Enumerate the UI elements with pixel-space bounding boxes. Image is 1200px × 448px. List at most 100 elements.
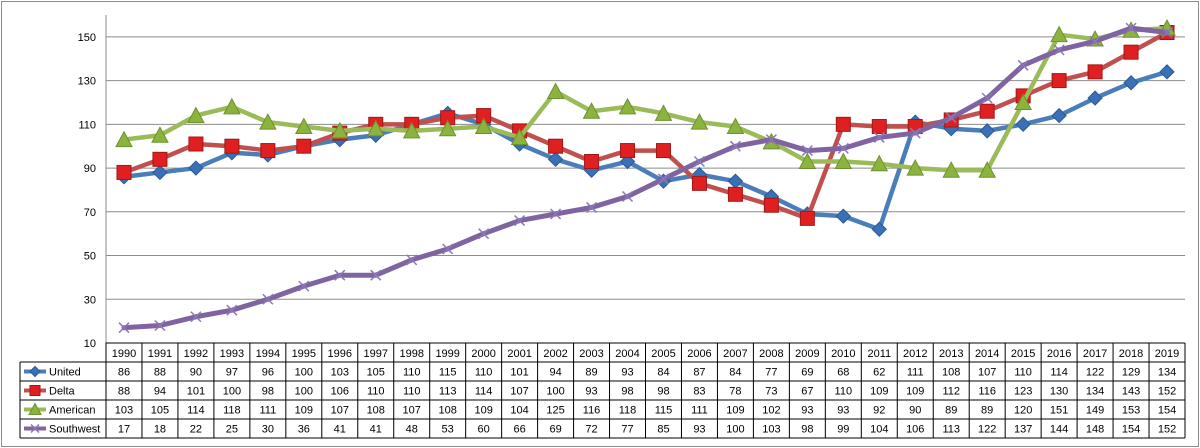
data-label-american: 154 <box>1158 405 1176 417</box>
data-label-southwest: 98 <box>801 424 813 436</box>
data-point-delta <box>763 197 779 213</box>
data-label-american: 149 <box>1086 405 1104 417</box>
data-point-southwest <box>1125 22 1137 34</box>
y-tick-label: 130 <box>78 76 96 88</box>
data-label-delta: 107 <box>510 386 528 398</box>
data-point-united <box>979 123 995 139</box>
data-label-southwest: 41 <box>370 424 382 436</box>
data-label-united: 84 <box>657 367 669 379</box>
data-label-american: 92 <box>873 405 885 417</box>
x-tick-label: 1995 <box>292 348 316 360</box>
data-label-southwest: 100 <box>726 424 744 436</box>
data-label-southwest: 85 <box>657 424 669 436</box>
data-label-southwest: 53 <box>442 424 454 436</box>
data-point-southwest <box>262 293 274 305</box>
data-point-southwest <box>693 155 705 168</box>
x-tick-label: 2012 <box>903 348 927 360</box>
data-label-southwest: 60 <box>478 424 490 436</box>
data-point-american <box>726 117 745 135</box>
data-point-delta <box>691 175 707 191</box>
data-label-american: 103 <box>115 405 133 417</box>
legend-label-united: United <box>49 367 81 379</box>
data-point-southwest <box>873 131 885 143</box>
x-tick-label: 1990 <box>112 348 136 360</box>
data-label-united: 111 <box>907 367 924 379</box>
data-point-southwest <box>442 243 454 255</box>
data-label-delta: 101 <box>187 386 205 398</box>
data-label-southwest: 72 <box>585 424 597 436</box>
y-axis: 10 30 50 70 90 110 130 150 <box>78 15 107 350</box>
data-point-american <box>151 126 169 143</box>
data-label-american: 107 <box>403 405 421 417</box>
data-point-southwest <box>729 140 741 152</box>
data-point-southwest <box>190 311 202 323</box>
data-label-united: 86 <box>118 367 130 379</box>
data-point-american <box>834 152 853 170</box>
data-label-southwest: 154 <box>1122 424 1140 436</box>
x-tick-label: 2013 <box>939 348 963 360</box>
data-label-southwest: 93 <box>693 424 705 436</box>
x-tick-label: 2010 <box>831 348 855 360</box>
data-label-southwest: 104 <box>870 424 888 436</box>
data-label-american: 120 <box>1014 405 1032 417</box>
data-label-southwest: 22 <box>190 424 202 436</box>
x-tick-label: 2015 <box>1011 348 1035 360</box>
data-point-southwest <box>514 215 526 227</box>
y-tick-label: 50 <box>84 251 96 263</box>
y-tick-label: 150 <box>78 32 96 44</box>
data-label-delta: 98 <box>262 386 274 398</box>
data-point-southwest <box>586 201 598 213</box>
data-label-united: 110 <box>475 367 493 379</box>
data-label-united: 87 <box>693 367 705 379</box>
data-label-united: 110 <box>1014 367 1032 379</box>
data-point-united <box>1015 116 1031 133</box>
x-tick-label: 2002 <box>543 348 567 360</box>
data-point-delta <box>152 151 168 167</box>
data-point-southwest <box>657 173 670 185</box>
data-label-delta: 114 <box>475 386 493 398</box>
data-label-southwest: 144 <box>1050 424 1068 436</box>
data-label-american: 93 <box>801 405 813 417</box>
data-label-american: 93 <box>837 405 849 417</box>
data-label-united: 115 <box>439 367 457 379</box>
data-label-united: 110 <box>403 367 421 379</box>
data-point-american <box>978 161 997 178</box>
legend-key-delta <box>24 385 46 396</box>
data-point-southwest <box>118 322 130 334</box>
data-label-delta: 152 <box>1158 386 1176 398</box>
data-label-southwest: 113 <box>942 424 960 436</box>
series-southwest <box>118 22 1173 334</box>
data-label-southwest: 17 <box>118 424 130 436</box>
data-point-american <box>366 119 385 137</box>
data-label-southwest: 36 <box>298 424 310 436</box>
data-point-american <box>402 121 421 139</box>
data-label-united: 100 <box>295 367 313 379</box>
data-point-southwest <box>765 134 777 146</box>
data-point-delta <box>548 138 564 154</box>
series-line-american <box>121 25 1170 173</box>
x-tick-label: 2014 <box>975 348 999 360</box>
data-point-southwest <box>1053 44 1065 56</box>
x-tick-label: 1994 <box>256 348 280 360</box>
x-tick-label: 2001 <box>507 348 531 360</box>
data-point-american <box>798 152 817 170</box>
data-point-delta <box>727 186 743 202</box>
data-label-southwest: 137 <box>1014 424 1032 436</box>
data-label-delta: 98 <box>657 386 669 398</box>
data-label-southwest: 66 <box>513 424 525 436</box>
data-point-delta <box>799 210 815 226</box>
data-point-delta <box>620 143 636 159</box>
data-point-american <box>115 130 133 148</box>
x-tick-label: 2011 <box>867 348 891 360</box>
data-point-american <box>187 106 205 124</box>
y-tick-label: 10 <box>84 338 96 350</box>
legend-key-american <box>24 402 46 415</box>
data-label-southwest: 18 <box>154 424 166 436</box>
data-point-united <box>547 151 564 168</box>
y-tick-label: 110 <box>78 119 96 131</box>
data-point-american <box>582 102 601 119</box>
data-point-southwest <box>298 280 310 292</box>
data-label-united: 84 <box>729 367 741 379</box>
